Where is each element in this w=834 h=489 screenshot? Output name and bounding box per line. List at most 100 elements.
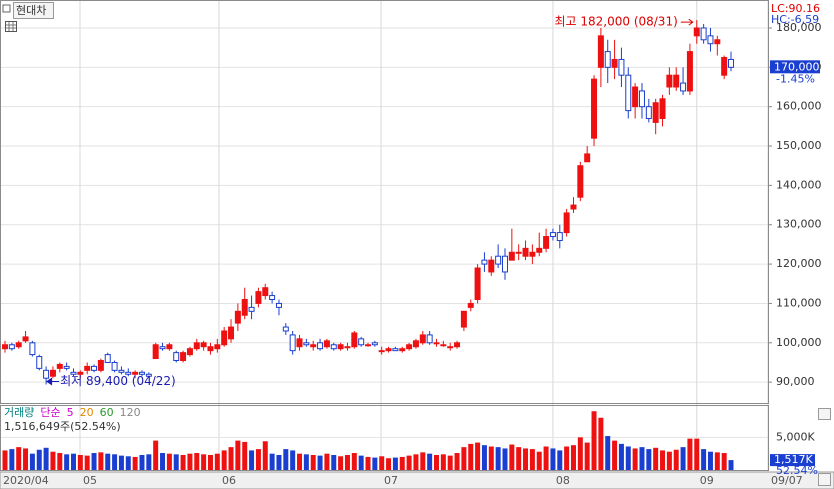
candle-body bbox=[666, 74, 673, 88]
volume-bar bbox=[255, 449, 261, 470]
candle-body bbox=[536, 247, 543, 253]
candle-body bbox=[378, 350, 385, 353]
candle-body bbox=[680, 82, 687, 92]
panel-button[interactable] bbox=[818, 473, 831, 486]
candle-body bbox=[700, 27, 707, 41]
checkbox[interactable] bbox=[2, 4, 11, 13]
candle-body bbox=[145, 373, 152, 377]
volume-bar bbox=[118, 455, 124, 470]
volume-bar bbox=[303, 454, 309, 470]
volume-bar bbox=[201, 454, 207, 470]
volume-bar bbox=[714, 452, 720, 470]
symbol: 현대차 bbox=[16, 4, 46, 17]
volume-bar bbox=[146, 454, 152, 470]
volume-bar bbox=[660, 450, 666, 470]
ma-method: 단순 bbox=[40, 406, 60, 419]
volume-bar bbox=[132, 456, 138, 470]
ma-period: 60 bbox=[100, 406, 114, 419]
candle-body bbox=[248, 306, 255, 312]
volume-bar bbox=[310, 454, 316, 470]
candle-body bbox=[152, 344, 159, 360]
candle-body bbox=[317, 342, 324, 350]
candle-body bbox=[200, 342, 207, 348]
candle-body bbox=[570, 204, 577, 210]
candle-body bbox=[419, 334, 426, 344]
volume-bar bbox=[564, 446, 570, 470]
volume-bar bbox=[427, 453, 433, 470]
volume-bar bbox=[625, 446, 631, 470]
high-annotation: 최고 182,000 (08/31) bbox=[554, 15, 677, 29]
volume-bar bbox=[529, 449, 535, 470]
candle-body bbox=[693, 27, 700, 37]
candle-body bbox=[91, 365, 98, 371]
candle-body bbox=[262, 287, 269, 297]
volume-bar bbox=[365, 456, 371, 470]
last-change: -1.45% bbox=[776, 72, 815, 85]
last-price: 170,000 bbox=[774, 60, 820, 73]
grid bbox=[0, 0, 769, 489]
volume-bar bbox=[297, 453, 303, 470]
candle-body bbox=[426, 334, 433, 344]
x-axis-strip bbox=[0, 471, 834, 489]
volume-bar bbox=[406, 455, 412, 470]
volume-bar bbox=[502, 448, 508, 470]
volume-bar bbox=[612, 440, 618, 470]
volume-bar bbox=[235, 440, 241, 470]
volume-bar bbox=[112, 454, 118, 470]
candle-body bbox=[97, 359, 104, 371]
volume-bar bbox=[57, 453, 63, 470]
candle-body bbox=[15, 342, 22, 348]
volume-ratio: 52.54% bbox=[776, 464, 818, 477]
candle-body bbox=[652, 102, 659, 123]
candle-body bbox=[625, 74, 632, 112]
volume-bar bbox=[23, 448, 29, 470]
candle-body bbox=[399, 348, 406, 352]
y-tick-label: 160,000 bbox=[776, 100, 822, 113]
volume-bar bbox=[351, 453, 357, 470]
candle-body bbox=[84, 365, 91, 371]
volume-bar bbox=[290, 450, 296, 470]
table-icon[interactable] bbox=[5, 21, 17, 32]
candle-body bbox=[522, 247, 529, 257]
candle-body bbox=[645, 106, 652, 119]
candle-body bbox=[508, 251, 515, 261]
candle-body bbox=[433, 342, 440, 345]
low-annotation: 최저 89,400 (04/22) bbox=[60, 374, 176, 388]
volume-bar bbox=[242, 441, 248, 470]
volume-bar bbox=[77, 454, 83, 470]
y-tick-label: 100,000 bbox=[776, 336, 822, 349]
volume-bar bbox=[488, 446, 494, 470]
volume-bar bbox=[687, 438, 693, 470]
volume-bar bbox=[16, 447, 22, 470]
volume-bar bbox=[440, 454, 446, 470]
volume-bar bbox=[187, 453, 193, 470]
candle-body bbox=[193, 342, 200, 350]
candle-body bbox=[310, 344, 317, 348]
ma-period: 5 bbox=[67, 406, 74, 419]
volume-caption: 1,516,649주(52.54%) bbox=[4, 420, 121, 433]
candle-body bbox=[29, 342, 36, 356]
candle-body bbox=[77, 371, 84, 375]
symbol-button[interactable] bbox=[13, 2, 54, 19]
candle-body bbox=[495, 255, 502, 265]
volume-bar bbox=[372, 457, 378, 470]
volume-bar bbox=[420, 452, 426, 470]
candle-body bbox=[597, 35, 604, 68]
volume-bar bbox=[344, 454, 350, 470]
y-tick-label: 130,000 bbox=[776, 218, 822, 231]
volume-bar bbox=[29, 453, 35, 470]
y-tick-label: 90,000 bbox=[776, 375, 815, 388]
volume-bar bbox=[105, 453, 111, 470]
x-tick-label: 2020/04 bbox=[3, 474, 49, 487]
volume-bar bbox=[516, 447, 522, 470]
panel-button[interactable] bbox=[818, 408, 831, 420]
volume-bar bbox=[701, 449, 707, 470]
y-tick-label: 110,000 bbox=[776, 296, 822, 309]
volume-bar bbox=[591, 411, 597, 470]
candle-body bbox=[234, 310, 241, 324]
volume-bar bbox=[639, 447, 645, 470]
volume-bar bbox=[262, 441, 268, 470]
last-volume-box bbox=[770, 454, 815, 467]
candle-body bbox=[275, 302, 282, 308]
candle-body bbox=[358, 338, 365, 346]
